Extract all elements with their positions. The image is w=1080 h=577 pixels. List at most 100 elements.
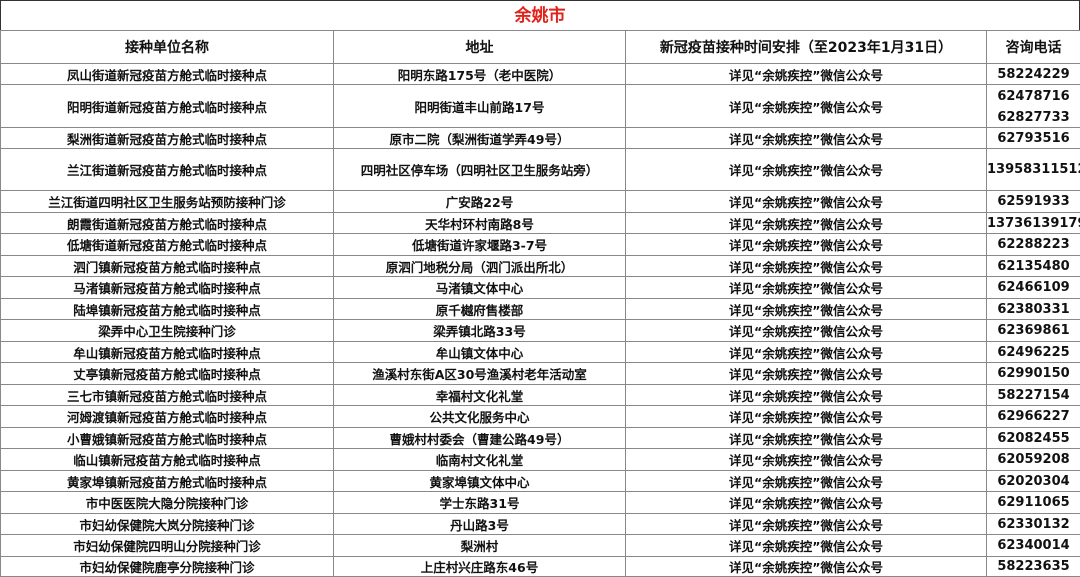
address-cell: 曹娥村村委会（曹建公路49号） — [334, 428, 626, 449]
phone-cell: 62990150 — [987, 363, 1080, 385]
header-site-name: 接种单位名称 — [1, 31, 334, 64]
phone-cell: 62369861 — [987, 320, 1080, 342]
schedule-cell: 详见“余姚疾控”微信公众号 — [626, 514, 987, 535]
schedule-cell: 详见“余姚疾控”微信公众号 — [626, 256, 987, 277]
phone-cell: 58224229 — [987, 64, 1080, 85]
site-name-cell: 凤山街道新冠疫苗方舱式临时接种点 — [1, 64, 334, 85]
phone-cell: 62020304 — [987, 471, 1080, 492]
phone-cell: 62330132 — [987, 514, 1080, 535]
schedule-cell: 详见“余姚疾控”微信公众号 — [626, 428, 987, 449]
phone-number-2: 62827733 — [987, 108, 1080, 127]
schedule-cell: 详见“余姚疾控”微信公众号 — [626, 191, 987, 213]
phone-cell: 62478716 62827733 — [987, 85, 1080, 128]
site-name-cell: 梨洲街道新冠疫苗方舱式临时接种点 — [1, 128, 334, 149]
vaccination-sites-table: 接种单位名称 地址 新冠疫苗接种时间安排（至2023年1月31日） 咨询电话 凤… — [0, 30, 1080, 577]
address-cell: 天华村环村南路8号 — [334, 213, 626, 234]
address-cell: 黄家埠镇文体中心 — [334, 471, 626, 492]
schedule-cell: 详见“余姚疾控”微信公众号 — [626, 277, 987, 299]
schedule-cell: 详见“余姚疾控”微信公众号 — [626, 128, 987, 149]
phone-number: 62478716 — [987, 87, 1080, 106]
phone-cell: 62966227 — [987, 406, 1080, 428]
phone-cell: 62496225 — [987, 342, 1080, 363]
site-name-cell: 泗门镇新冠疫苗方舱式临时接种点 — [1, 256, 334, 277]
table-row: 阳明街道新冠疫苗方舱式临时接种点阳明街道丰山前路17号详见“余姚疾控”微信公众号… — [1, 85, 1080, 128]
table-row: 梨洲街道新冠疫苗方舱式临时接种点原市二院（梨洲街道学弄49号）详见“余姚疾控”微… — [1, 128, 1080, 149]
address-cell: 牟山镇文体中心 — [334, 342, 626, 363]
schedule-cell: 详见“余姚疾控”微信公众号 — [626, 363, 987, 385]
phone-cell: 62135480 — [987, 256, 1080, 277]
address-cell: 原千樾府售楼部 — [334, 299, 626, 320]
phone-cell: 62466109 — [987, 277, 1080, 299]
address-cell: 四明社区停车场（四明社区卫生服务站旁） — [334, 149, 626, 191]
site-name-cell: 牟山镇新冠疫苗方舱式临时接种点 — [1, 342, 334, 363]
table-title: 余姚市 — [0, 0, 1080, 30]
address-cell: 学士东路31号 — [334, 492, 626, 514]
address-cell: 原泗门地税分局（泗门派出所北） — [334, 256, 626, 277]
address-cell: 丹山路3号 — [334, 514, 626, 535]
phone-cell: 58223635 — [987, 557, 1080, 577]
phone-cell: 62380331 — [987, 299, 1080, 320]
address-cell: 阳明东路175号（老中医院） — [334, 64, 626, 85]
address-cell: 公共文化服务中心 — [334, 406, 626, 428]
schedule-cell: 详见“余姚疾控”微信公众号 — [626, 149, 987, 191]
site-name-cell: 河姆渡镇新冠疫苗方舱式临时接种点 — [1, 406, 334, 428]
phone-cell: 13736139179 — [987, 213, 1080, 234]
schedule-cell: 详见“余姚疾控”微信公众号 — [626, 557, 987, 577]
site-name-cell: 朗霞街道新冠疫苗方舱式临时接种点 — [1, 213, 334, 234]
schedule-cell: 详见“余姚疾控”微信公众号 — [626, 85, 987, 128]
address-cell: 梁弄镇北路33号 — [334, 320, 626, 342]
table-row: 兰江街道新冠疫苗方舱式临时接种点四明社区停车场（四明社区卫生服务站旁）详见“余姚… — [1, 149, 1080, 191]
site-name-cell: 丈亭镇新冠疫苗方舱式临时接种点 — [1, 363, 334, 385]
site-name-cell: 三七市镇新冠疫苗方舱式临时接种点 — [1, 385, 334, 406]
schedule-cell: 详见“余姚疾控”微信公众号 — [626, 535, 987, 557]
schedule-cell: 详见“余姚疾控”微信公众号 — [626, 342, 987, 363]
address-cell: 幸福村文化礼堂 — [334, 385, 626, 406]
phone-cell: 62340014 — [987, 535, 1080, 557]
phone-cell: 62911065 — [987, 492, 1080, 514]
address-cell: 广安路22号 — [334, 191, 626, 213]
table-row: 小曹娥镇新冠疫苗方舱式临时接种点曹娥村村委会（曹建公路49号）详见“余姚疾控”微… — [1, 428, 1080, 449]
header-phone: 咨询电话 — [987, 31, 1080, 64]
phone-cell: 58227154 — [987, 385, 1080, 406]
address-cell: 上庄村兴庄路东46号 — [334, 557, 626, 577]
schedule-cell: 详见“余姚疾控”微信公众号 — [626, 320, 987, 342]
address-cell: 渔溪村东街A区30号渔溪村老年活动室 — [334, 363, 626, 385]
schedule-cell: 详见“余姚疾控”微信公众号 — [626, 449, 987, 471]
header-address: 地址 — [334, 31, 626, 64]
schedule-cell: 详见“余姚疾控”微信公众号 — [626, 492, 987, 514]
phone-cell: 62059208 — [987, 449, 1080, 471]
header-schedule: 新冠疫苗接种时间安排（至2023年1月31日） — [626, 31, 987, 64]
address-cell: 马渚镇文体中心 — [334, 277, 626, 299]
table-row: 凤山街道新冠疫苗方舱式临时接种点阳明东路175号（老中医院）详见“余姚疾控”微信… — [1, 64, 1080, 85]
schedule-cell: 详见“余姚疾控”微信公众号 — [626, 213, 987, 234]
site-name-cell: 兰江街道四明社区卫生服务站预防接种门诊 — [1, 191, 334, 213]
table-row: 丈亭镇新冠疫苗方舱式临时接种点渔溪村东街A区30号渔溪村老年活动室详见“余姚疾控… — [1, 363, 1080, 385]
schedule-cell: 详见“余姚疾控”微信公众号 — [626, 299, 987, 320]
phone-cell: 62288223 — [987, 234, 1080, 256]
table-row: 低塘街道新冠疫苗方舱式临时接种点低塘街道许家堰路3-7号详见“余姚疾控”微信公众… — [1, 234, 1080, 256]
schedule-cell: 详见“余姚疾控”微信公众号 — [626, 385, 987, 406]
address-cell: 原市二院（梨洲街道学弄49号） — [334, 128, 626, 149]
phone-cell: 62793516 — [987, 128, 1080, 149]
site-name-cell: 市妇幼保健院四明山分院接种门诊 — [1, 535, 334, 557]
phone-cell: 62082455 — [987, 428, 1080, 449]
schedule-cell: 详见“余姚疾控”微信公众号 — [626, 471, 987, 492]
site-name-cell: 陆埠镇新冠疫苗方舱式临时接种点 — [1, 299, 334, 320]
phone-cell: 13958311512 — [987, 149, 1080, 191]
address-cell: 临南村文化礼堂 — [334, 449, 626, 471]
site-name-cell: 梁弄中心卫生院接种门诊 — [1, 320, 334, 342]
site-name-cell: 市妇幼保健院鹿亭分院接种门诊 — [1, 557, 334, 577]
site-name-cell: 阳明街道新冠疫苗方舱式临时接种点 — [1, 85, 334, 128]
